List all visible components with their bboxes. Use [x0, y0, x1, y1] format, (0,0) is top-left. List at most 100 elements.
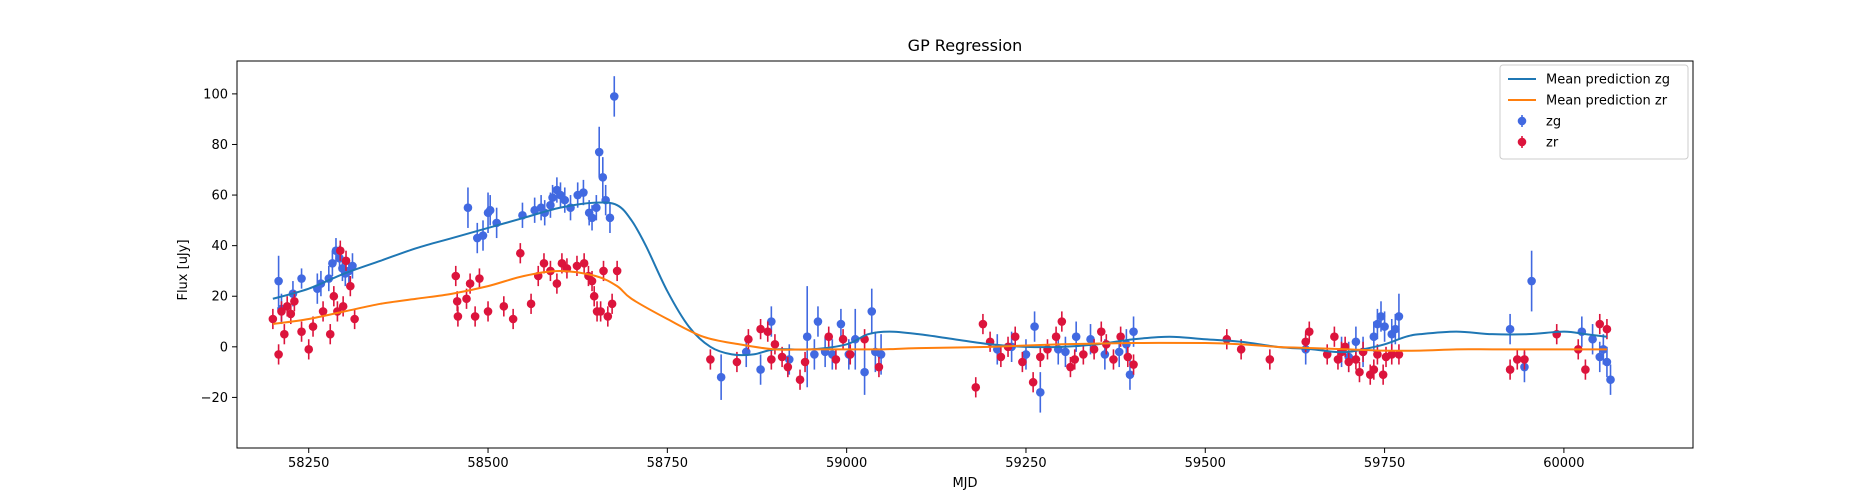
data-point-zr	[341, 256, 351, 266]
legend-label-mean-prediction-zg: Mean prediction zg	[1546, 73, 1670, 88]
data-point-zg	[1114, 347, 1124, 357]
data-point-zr	[783, 362, 793, 372]
legend-swatch-zr	[1517, 137, 1527, 147]
data-point-zr	[607, 299, 617, 309]
data-point-zr	[470, 312, 480, 321]
data-point-zg	[1380, 322, 1389, 331]
data-point-zr	[1512, 355, 1522, 364]
data-point-zr	[1394, 350, 1404, 359]
axes: 58250 58500 58750 59000 59250 59500 59750 60000…	[201, 60, 1694, 471]
data-point-zr	[572, 261, 582, 271]
data-point-zr	[1079, 350, 1088, 359]
y-tick-label: 0	[220, 340, 228, 355]
data-point-zr	[335, 246, 345, 256]
data-point-zr	[462, 294, 471, 304]
data-point-zr	[1089, 345, 1099, 354]
data-point-zr	[1116, 332, 1125, 342]
data-point-zr	[1351, 355, 1361, 364]
data-point-zr	[596, 307, 605, 316]
data-point-zr	[1236, 345, 1246, 354]
data-point-zr	[1265, 355, 1275, 364]
data-point-zg	[867, 307, 877, 316]
data-point-zg	[274, 276, 283, 286]
data-point-zr	[732, 357, 742, 367]
data-point-zg	[716, 372, 726, 382]
data-point-zr	[526, 299, 536, 309]
data-point-zg	[463, 203, 473, 213]
data-point-zg	[1125, 370, 1135, 379]
data-point-zr	[308, 322, 318, 331]
x-tick-label: 59250	[1005, 456, 1046, 471]
data-point-zr	[845, 350, 855, 359]
legend: Mean prediction zg Mean prediction zr zg zr	[1499, 64, 1689, 160]
data-point-zr	[1036, 352, 1045, 362]
data-point-zr	[1595, 319, 1605, 329]
data-point-zr	[1387, 350, 1397, 359]
data-point-zg	[1391, 324, 1400, 334]
data-point-zr	[838, 334, 848, 344]
data-point-zg	[1527, 276, 1536, 286]
data-point-zg	[836, 319, 846, 329]
data-point-zr	[1333, 355, 1343, 364]
data-point-zg	[609, 92, 619, 101]
x-axis-label: MJD	[952, 476, 977, 491]
data-point-zg	[1030, 322, 1039, 331]
data-point-zr	[996, 352, 1006, 362]
legend-box	[1499, 64, 1689, 160]
data-point-zr	[800, 357, 810, 367]
data-point-zg	[876, 350, 886, 359]
data-point-zg	[592, 203, 601, 213]
data-point-zr	[971, 382, 981, 392]
data-point-zr	[304, 345, 314, 354]
data-point-zg	[560, 195, 570, 205]
x-tick-label: 60000	[1543, 456, 1584, 471]
data-point-zr	[297, 327, 306, 336]
data-point-zr	[1028, 377, 1038, 387]
data-point-zg	[1376, 312, 1386, 321]
data-point-zr	[763, 327, 773, 336]
data-point-zr	[325, 329, 335, 339]
data-point-zg	[802, 332, 812, 342]
data-point-zg	[605, 213, 615, 223]
y-tick-label: 100	[203, 87, 228, 102]
data-point-zr	[268, 314, 278, 324]
data-point-zg	[1595, 352, 1605, 362]
data-point-zr	[277, 307, 286, 316]
data-point-zr	[290, 296, 299, 306]
data-point-zr	[483, 307, 493, 316]
data-point-zr	[1222, 334, 1232, 344]
legend-label-zg: zg	[1546, 115, 1561, 130]
data-point-zr	[1051, 332, 1061, 342]
data-point-zr	[350, 314, 359, 324]
x-tick-label: 59750	[1364, 456, 1405, 471]
plot-frame	[236, 60, 1694, 449]
y-tick-label: −20	[201, 391, 228, 406]
data-point-zg	[1602, 357, 1612, 367]
data-point-zr	[338, 302, 348, 311]
data-point-zg	[1100, 350, 1110, 359]
data-point-zr	[499, 302, 509, 311]
data-point-zr	[831, 355, 841, 364]
data-point-zr	[280, 329, 289, 339]
data-point-zr	[1066, 362, 1075, 372]
data-point-zr	[1344, 357, 1354, 367]
data-point-zr	[767, 355, 776, 364]
data-point-zr	[599, 266, 608, 276]
legend-swatch-zg	[1517, 116, 1527, 126]
data-point-zg	[594, 147, 604, 157]
data-point-zg	[810, 350, 819, 359]
x-tick-label: 59000	[826, 456, 867, 471]
data-point-zr	[552, 279, 562, 288]
x-tick-label: 58250	[288, 456, 329, 471]
data-point-zg	[579, 188, 588, 197]
data-point-zr	[589, 291, 599, 301]
data-point-zr	[587, 276, 597, 286]
data-point-zr	[475, 274, 484, 283]
y-tick-label: 80	[211, 138, 228, 153]
y-tick-label: 40	[211, 239, 228, 254]
data-point-zg	[1351, 337, 1361, 347]
data-point-zg	[1588, 334, 1597, 344]
data-point-zg	[1369, 332, 1379, 342]
data-point-zr	[1581, 365, 1590, 374]
y-tick-label: 20	[211, 290, 228, 305]
